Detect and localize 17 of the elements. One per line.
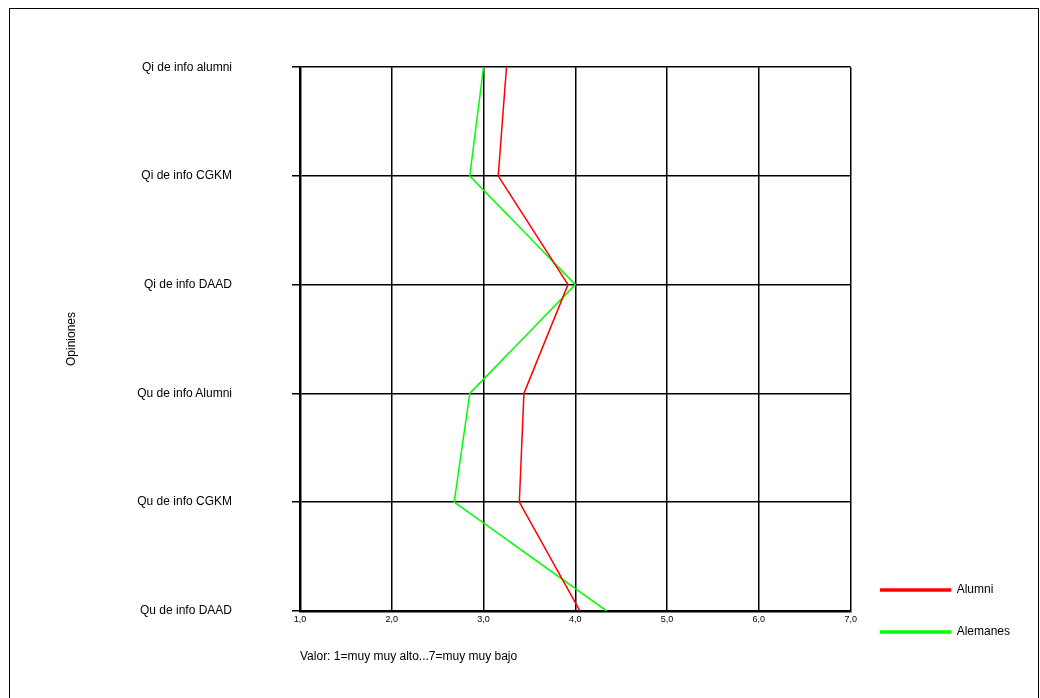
x-tick-label: 3,0 — [477, 613, 490, 624]
x-tick-label: 7,0 — [844, 613, 857, 624]
y-tick-label: Qu de info DAAD — [139, 603, 233, 618]
x-tick-label: 1,0 — [293, 613, 307, 624]
y-tick-label: Qi de info alumni — [141, 59, 232, 74]
y-tick-label: Qu de info CGKM — [137, 494, 232, 509]
y-tick-label: Qi de info CGKM — [141, 168, 232, 183]
x-tick-label: 6,0 — [752, 613, 766, 624]
text: Alumni — [956, 582, 994, 597]
text: Alemanes — [956, 624, 1011, 639]
x-tick-label: 2,0 — [385, 613, 399, 624]
y-tick-label: Qi de info DAAD — [143, 276, 233, 291]
y-tick-label: Qu de info Alumni — [137, 385, 232, 400]
x-axis-title: Valor: 1=muy muy alto...7=muy muy bajo — [300, 649, 518, 664]
x-tick-label: 4,0 — [569, 613, 582, 624]
y-axis-title: Opiniones — [63, 311, 78, 367]
x-tick-label: 5,0 — [660, 613, 674, 624]
